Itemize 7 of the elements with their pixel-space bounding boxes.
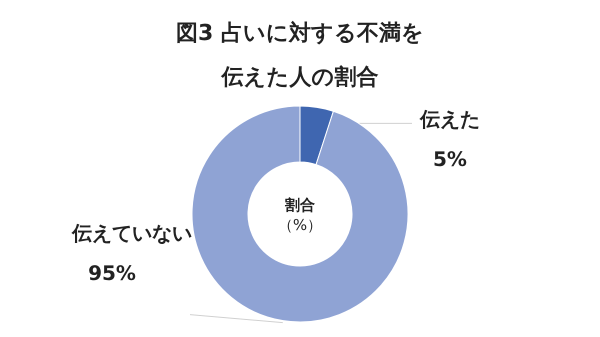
slice-label: 伝えた (419, 107, 480, 131)
slice-label: 伝えていない (71, 221, 192, 245)
data-label: 95% (88, 261, 136, 285)
text: 割合（%） (278, 196, 322, 234)
donut-slice (192, 106, 408, 322)
chart-title: 図3 占いに対する不満を伝えた人の割合 (176, 20, 424, 90)
data-label: 5% (433, 147, 467, 171)
